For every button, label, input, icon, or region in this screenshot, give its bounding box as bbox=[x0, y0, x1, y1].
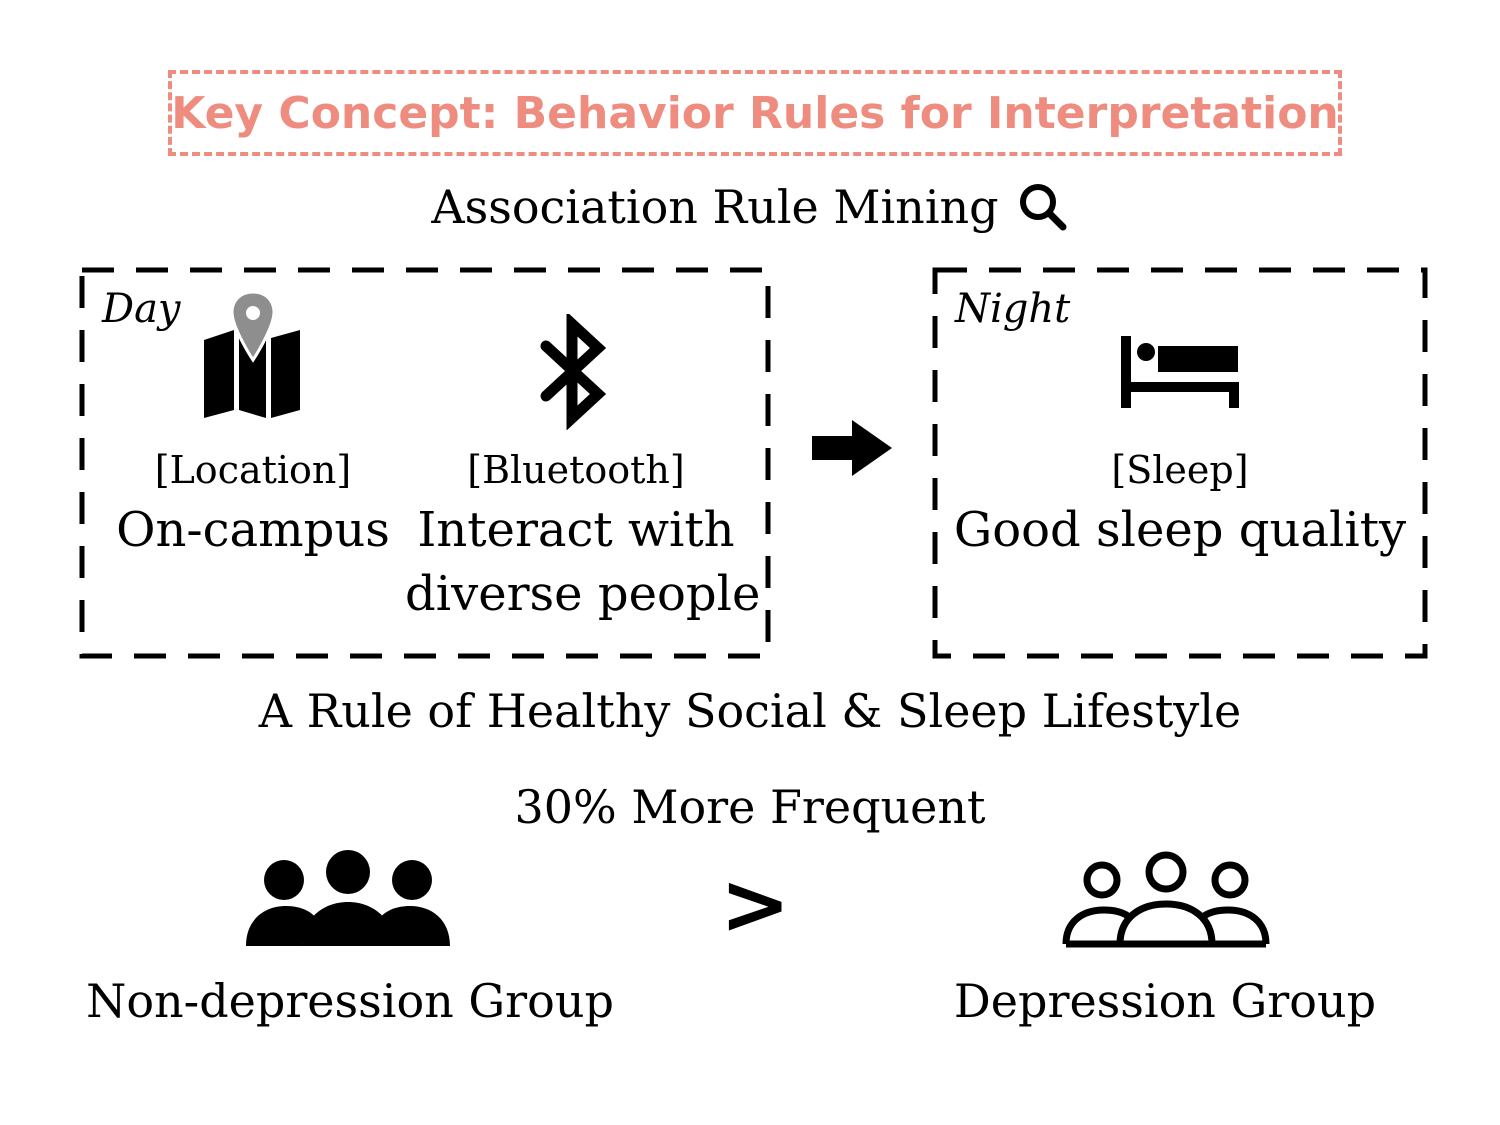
bluetooth-value-line1: Interact with bbox=[417, 502, 735, 558]
subtitle-text: Association Rule Mining bbox=[431, 180, 999, 234]
rule-caption: A Rule of Healthy Social & Sleep Lifesty… bbox=[258, 684, 1242, 738]
key-concept-title: Key Concept: Behavior Rules for Interpre… bbox=[171, 87, 1339, 139]
bluetooth-category: [Bluetooth] bbox=[467, 448, 685, 492]
filled-group-icon bbox=[246, 850, 450, 946]
night-panel-frame bbox=[932, 267, 1428, 659]
day-label: Day bbox=[102, 286, 181, 332]
outline-group-icon bbox=[1062, 851, 1270, 948]
non-depression-group-label: Non-depression Group bbox=[86, 974, 614, 1028]
location-category: [Location] bbox=[154, 448, 352, 492]
day-panel-frame bbox=[79, 267, 771, 659]
night-label: Night bbox=[955, 286, 1071, 332]
location-value: On-campus bbox=[116, 502, 390, 558]
sleep-category: [Sleep] bbox=[1111, 448, 1249, 492]
frequency-text: 30% More Frequent bbox=[514, 780, 986, 834]
sleep-value: Good sleep quality bbox=[953, 502, 1407, 558]
bluetooth-icon bbox=[540, 314, 607, 430]
greater-than-symbol: > bbox=[720, 855, 791, 953]
right-arrow-icon bbox=[812, 420, 892, 476]
depression-group-label: Depression Group bbox=[953, 974, 1377, 1028]
bed-icon bbox=[1121, 336, 1239, 408]
search-icon bbox=[1019, 184, 1067, 231]
key-concept-box: Key Concept: Behavior Rules for Interpre… bbox=[168, 70, 1342, 156]
subtitle-row: Association Rule Mining bbox=[0, 180, 1500, 234]
bluetooth-value-line2: diverse people bbox=[405, 566, 761, 622]
map-location-icon bbox=[204, 290, 300, 418]
